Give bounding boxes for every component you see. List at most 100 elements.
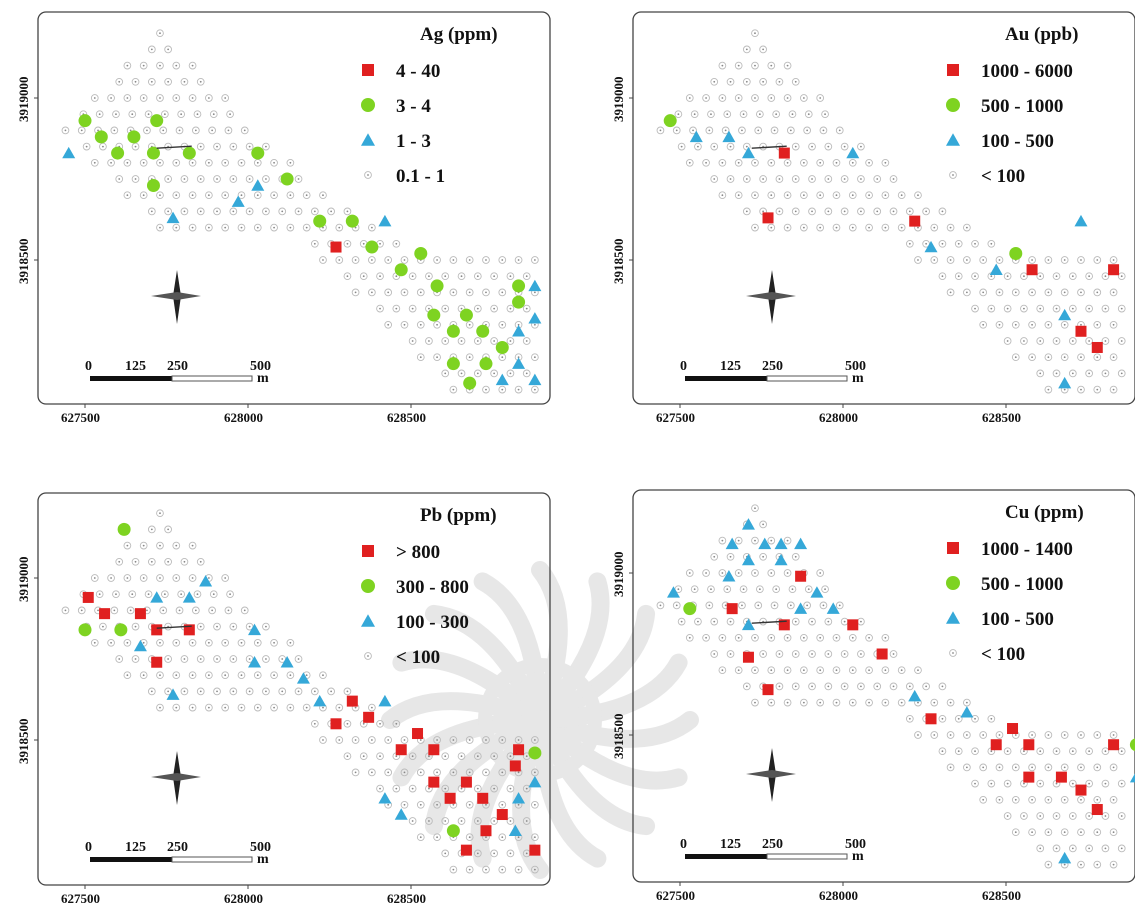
- anomaly-square: [480, 825, 492, 837]
- legend-label: 0.1 - 1: [396, 166, 445, 187]
- legend-symbol-square: [362, 545, 374, 557]
- sample-point: [804, 110, 813, 119]
- sample-point: [824, 650, 833, 658]
- sample-point: [180, 175, 189, 183]
- anomaly-triangle: [248, 656, 262, 668]
- anomaly-square: [151, 624, 163, 636]
- anomaly-triangle: [758, 537, 772, 550]
- sample-point: [726, 142, 735, 151]
- scale-unit: m: [852, 849, 864, 864]
- sample-point: [343, 239, 352, 248]
- anomaly-triangle: [231, 195, 245, 207]
- sample-point: [343, 207, 352, 216]
- x-tick-label: 628500: [387, 410, 426, 425]
- sample-point: [457, 337, 466, 345]
- x-axis: 627500 628000 628500: [61, 885, 426, 906]
- sample-point: [205, 94, 213, 102]
- anomaly-markers: [62, 114, 542, 390]
- scale-label: 500: [845, 837, 866, 852]
- sample-point: [131, 175, 140, 183]
- sample-point: [95, 110, 104, 119]
- sample-point: [734, 191, 743, 200]
- anomaly-square: [990, 739, 1002, 751]
- y-tick-label: 3918500: [611, 239, 626, 285]
- sample-point: [1117, 779, 1126, 788]
- sample-point: [987, 239, 996, 248]
- sample-point: [175, 126, 184, 135]
- scale-label: 250: [762, 359, 783, 374]
- sample-point: [164, 175, 172, 183]
- sample-point: [824, 682, 833, 691]
- sample-point: [751, 666, 759, 675]
- legend-symbol-square: [362, 64, 374, 76]
- anomaly-square: [183, 624, 195, 636]
- sample-point: [1011, 795, 1020, 804]
- sample-point: [441, 369, 450, 378]
- sample-point: [751, 504, 759, 513]
- legend: Cu (ppm) 1000 - 1400 500 - 1000 100 - 500 < …: [946, 502, 1084, 665]
- x-axis: 627500 628000 628500: [61, 404, 426, 425]
- sample-point: [327, 687, 335, 696]
- sample-point: [95, 590, 104, 599]
- sample-point: [213, 655, 221, 663]
- sample-point: [710, 617, 719, 626]
- scale-label: 500: [250, 840, 271, 855]
- sample-point: [954, 239, 963, 248]
- sample-point: [193, 590, 202, 599]
- sample-point: [465, 320, 474, 329]
- sample-point: [498, 385, 507, 394]
- sample-point: [718, 569, 727, 577]
- sample-point: [857, 617, 865, 626]
- sample-point: [1060, 288, 1069, 297]
- sample-point: [1068, 779, 1077, 788]
- sample-point: [718, 94, 727, 102]
- sample-point: [751, 94, 759, 102]
- sample-point: [979, 763, 988, 772]
- sample-point: [905, 239, 914, 248]
- sample-point: [240, 126, 249, 135]
- sample-point: [506, 849, 515, 858]
- sample-point: [1109, 353, 1118, 362]
- sample-point: [1093, 795, 1102, 804]
- sample-point: [425, 817, 433, 825]
- x-tick-label: 628000: [819, 888, 858, 903]
- sample-point: [685, 94, 694, 102]
- anomaly-circle: [280, 172, 294, 186]
- sample-point: [408, 784, 417, 793]
- sample-point: [205, 223, 213, 232]
- sample-point: [824, 617, 833, 626]
- anomaly-square: [1023, 771, 1035, 783]
- sample-point: [1036, 844, 1045, 853]
- sample-point: [188, 638, 197, 647]
- sample-point: [522, 784, 531, 793]
- sample-point: [848, 698, 857, 707]
- sample-point: [938, 239, 947, 248]
- anomaly-circle: [512, 295, 526, 309]
- sample-point: [139, 191, 148, 200]
- sample-point: [164, 557, 172, 566]
- sample-point: [1028, 256, 1036, 264]
- sample-point: [865, 223, 873, 232]
- anomaly-circle: [182, 146, 196, 160]
- scale-label: 0: [680, 359, 687, 374]
- sample-point: [188, 61, 197, 70]
- sample-point: [205, 191, 213, 200]
- sample-point: [1044, 320, 1053, 329]
- sample-point: [506, 752, 515, 761]
- sample-point: [128, 110, 137, 119]
- scale-label: 0: [680, 837, 687, 852]
- sample-point: [433, 256, 441, 264]
- sample-point: [840, 682, 849, 691]
- sample-point: [742, 175, 751, 183]
- sample-point: [767, 94, 776, 102]
- north-arrow-icon: [151, 751, 201, 805]
- anomaly-square: [412, 728, 424, 740]
- sample-point: [473, 304, 482, 313]
- sample-point: [262, 687, 270, 696]
- sample-point: [710, 77, 719, 86]
- sample-point: [873, 207, 882, 216]
- sample-point: [61, 126, 70, 135]
- sample-point: [126, 606, 135, 615]
- sample-point: [465, 353, 474, 362]
